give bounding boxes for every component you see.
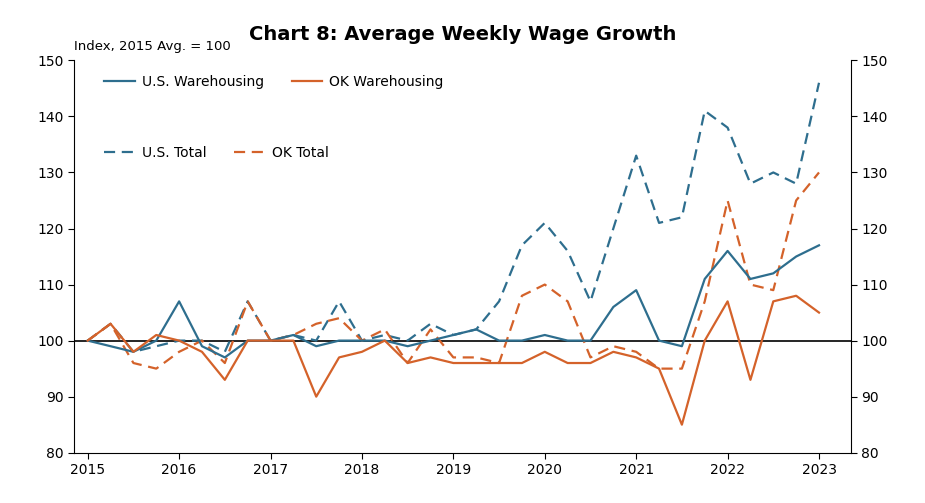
Legend: U.S. Total, OK Total: U.S. Total, OK Total [105,146,328,160]
Text: Index, 2015 Avg. = 100: Index, 2015 Avg. = 100 [74,40,230,53]
Text: Chart 8: Average Weekly Wage Growth: Chart 8: Average Weekly Wage Growth [249,25,676,44]
